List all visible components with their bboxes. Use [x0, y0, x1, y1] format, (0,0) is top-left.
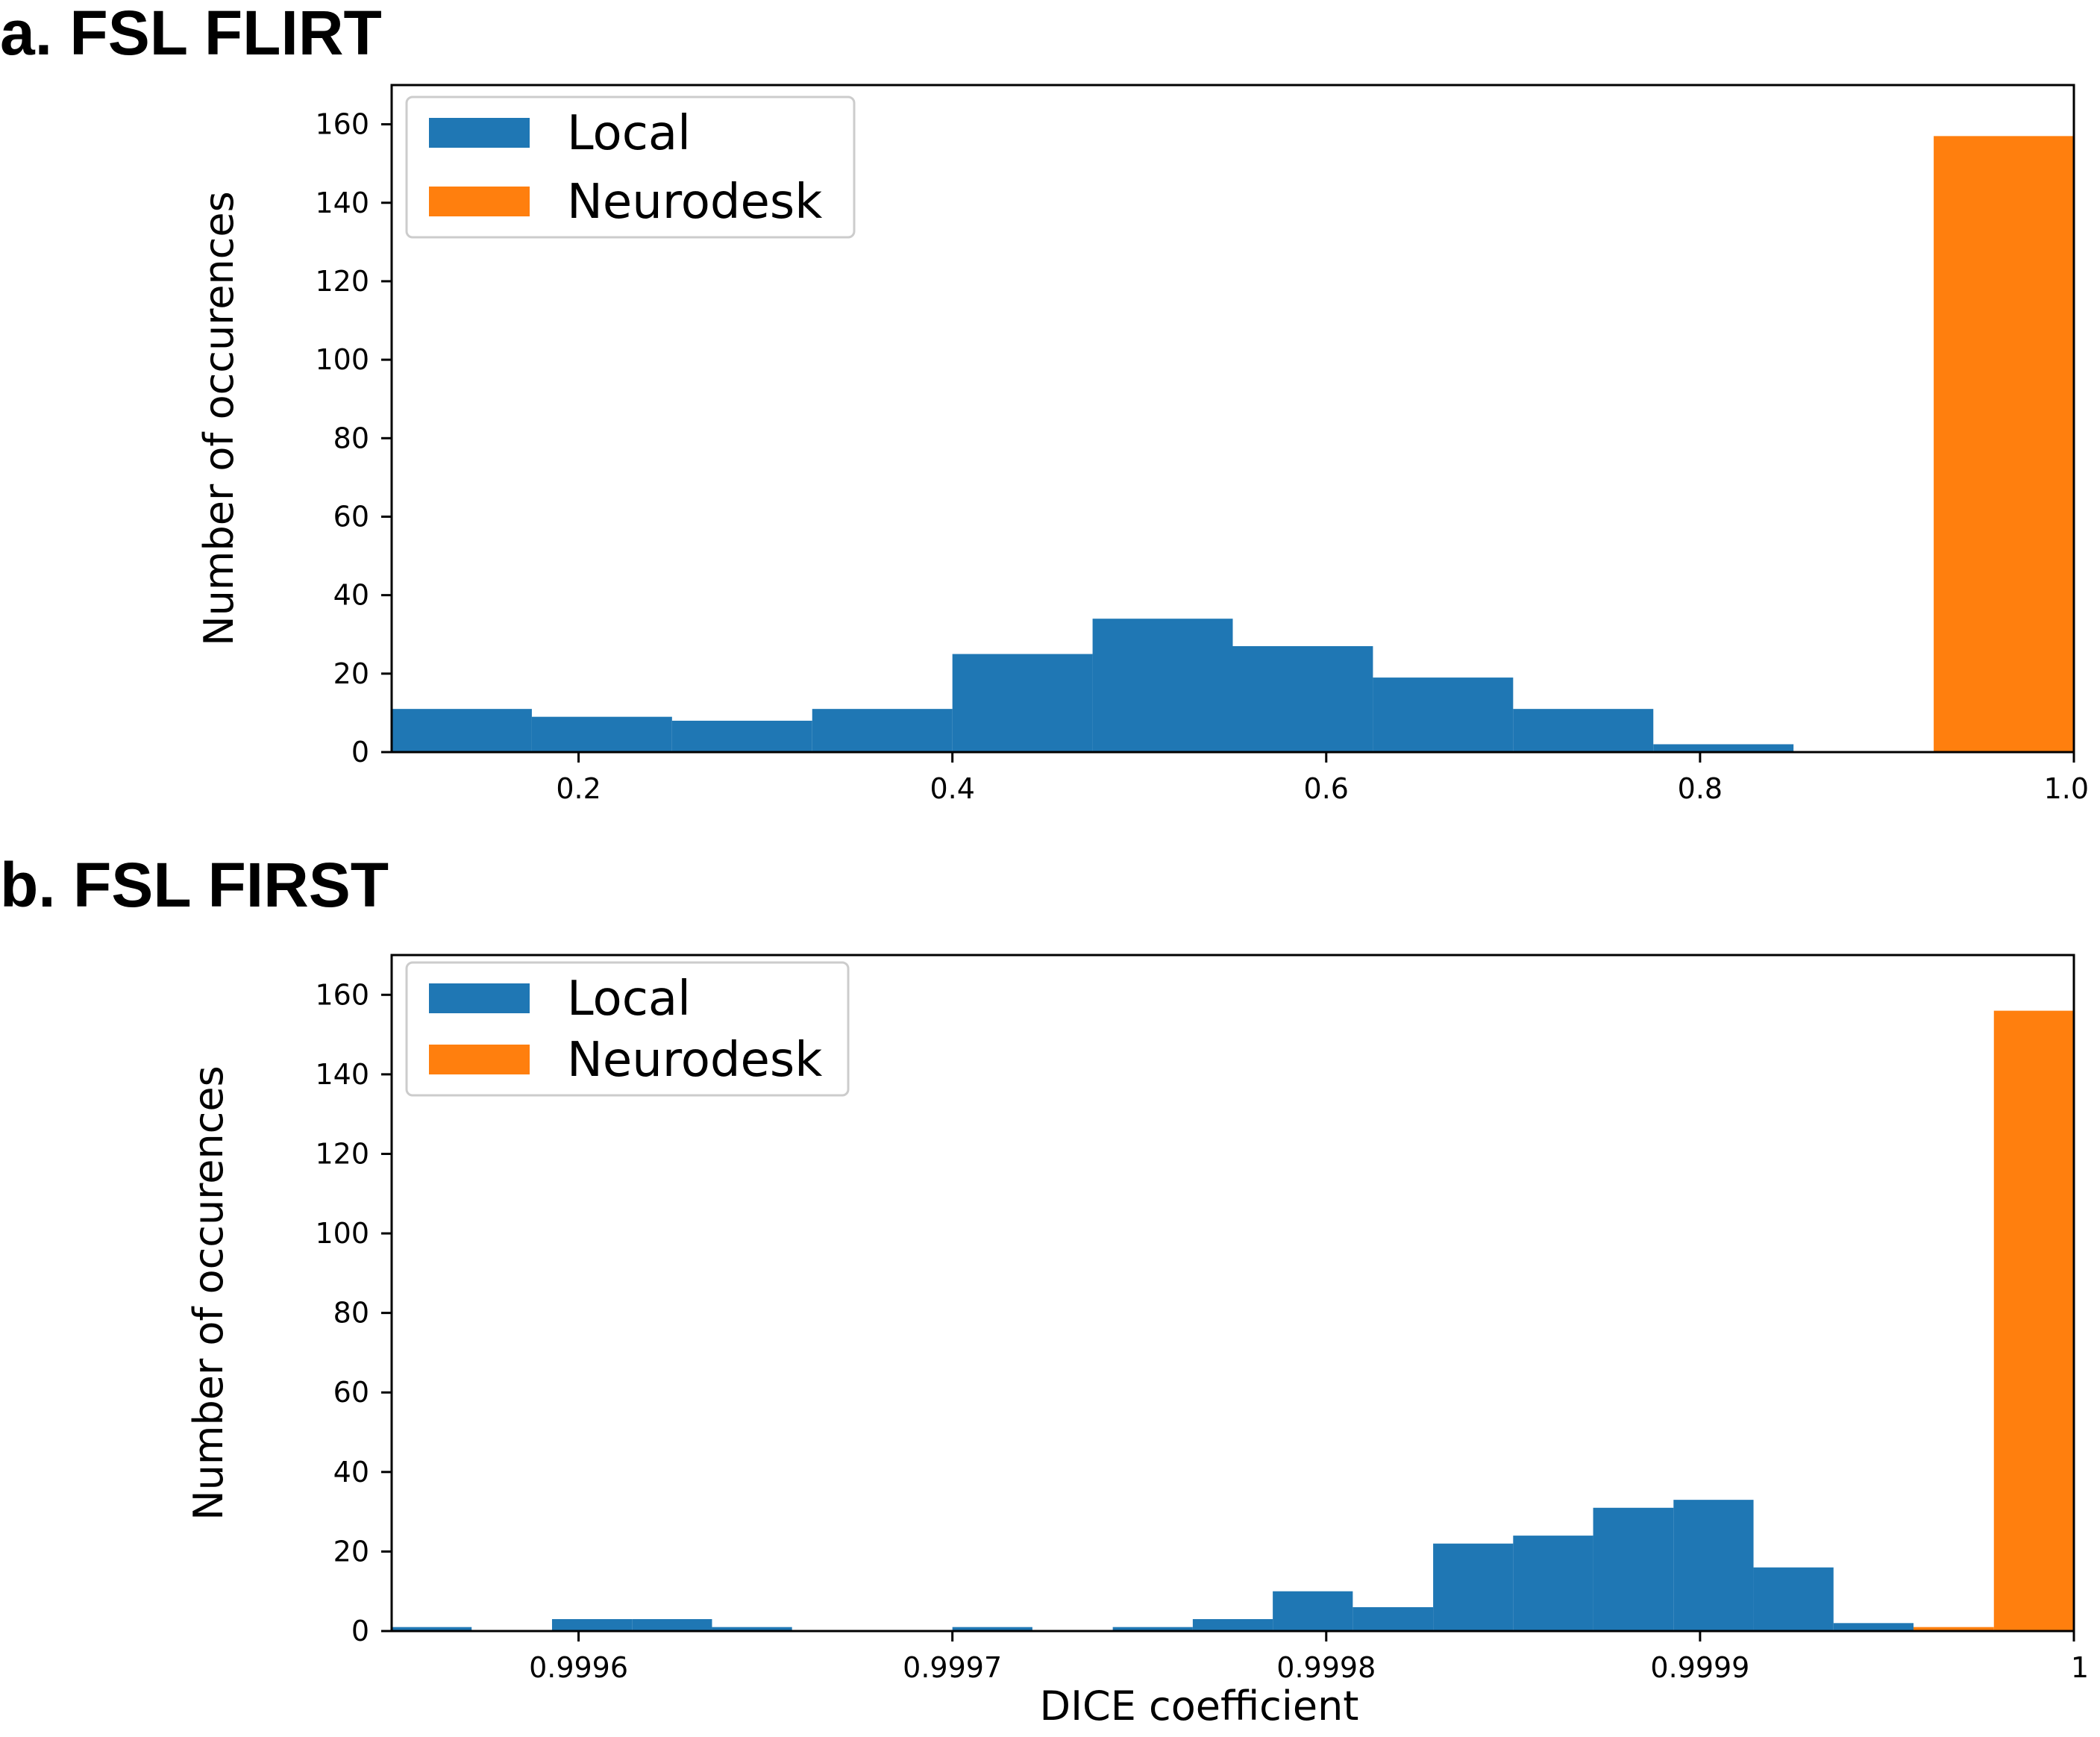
y-tick-label: 140: [315, 1058, 369, 1091]
legend-swatch-neurodesk: [429, 187, 530, 216]
y-tick-label: 20: [333, 657, 369, 690]
y-tick-label: 100: [315, 343, 369, 376]
legend-label-neurodesk: Neurodesk: [567, 1033, 822, 1088]
legend-label-neurodesk: Neurodesk: [567, 175, 822, 230]
bar-local-6: [1232, 646, 1373, 752]
legend-label-local: Local: [567, 971, 691, 1027]
y-tick-label: 120: [315, 265, 369, 298]
bar-neurodesk-1: [1993, 1010, 2074, 1631]
bar-local-7: [1373, 677, 1514, 752]
y-tick-label: 120: [315, 1137, 369, 1170]
bar-local-14: [1513, 1536, 1593, 1631]
y-tick-label: 0: [351, 1615, 369, 1647]
chart-first: 0 20 40 60 80 100 120 140 160 0.9996 0.9997 0.9998 0…: [185, 954, 2089, 1730]
bar-local-16: [1673, 1500, 1754, 1631]
bar-local-9: [1653, 744, 1794, 752]
bar-local-13: [1433, 1543, 1514, 1631]
x-tick-label: 0.9998: [1276, 1651, 1376, 1684]
legend-swatch-local: [429, 118, 530, 148]
y-tick-label: 40: [333, 579, 369, 612]
x-tick-label: 0.6: [1304, 772, 1349, 805]
plot-frame: [390, 954, 2075, 1633]
legend: Local Neurodesk: [405, 961, 850, 1097]
bar-local-17: [1753, 1567, 1834, 1631]
x-tick-label: 0.9999: [1650, 1651, 1749, 1684]
panel-a-title: a. FSL FLIRT: [0, 0, 382, 68]
bar-local-18: [1833, 1623, 1914, 1631]
bar-local-3: [632, 1619, 712, 1631]
y-axis-label: Number of occurences: [185, 1065, 232, 1520]
y-tick-label: 60: [333, 500, 369, 533]
bar-local-3: [812, 709, 953, 752]
bar-local-12: [1353, 1607, 1434, 1631]
y-axis-label: Number of occurences: [195, 191, 242, 645]
plot-frame: [390, 84, 2075, 754]
bar-local-9: [1112, 1627, 1193, 1631]
bar-local-4: [712, 1627, 792, 1631]
bar-local-7: [952, 1627, 1032, 1631]
legend-swatch-local: [429, 983, 530, 1013]
x-tick-label: 0.4: [930, 772, 974, 805]
legend: Local Neurodesk: [405, 96, 856, 239]
y-tick-label: 80: [333, 422, 369, 454]
bar-neurodesk-0: [1934, 136, 2074, 753]
y-tick-label: 160: [315, 978, 369, 1011]
y-tick-label: 100: [315, 1217, 369, 1250]
x-tick-label: 0.2: [556, 772, 601, 805]
y-tick-label: 40: [333, 1456, 369, 1489]
bar-local-1: [531, 716, 672, 752]
bar-local-4: [952, 654, 1093, 752]
y-tick-label: 140: [315, 187, 369, 219]
x-tick-label: 0.8: [1678, 772, 1723, 805]
x-tick-label: 1: [2071, 1651, 2089, 1684]
chart-flirt: 0 20 40 60 80 100 120 140 160 0.2 0.4 0.6 0.8 1.0 Numb…: [195, 84, 2089, 805]
legend-label-local: Local: [567, 106, 691, 161]
bar-local-0: [392, 709, 532, 752]
bar-local-0: [392, 1627, 472, 1631]
bar-local-2: [551, 1619, 633, 1631]
y-tick-label: 0: [351, 736, 369, 769]
y-tick-label: 60: [333, 1376, 369, 1409]
bar-local-2: [671, 720, 812, 752]
bar-neurodesk-0: [1913, 1627, 1994, 1631]
y-tick-label: 160: [315, 108, 369, 141]
x-tick-label: 0.9997: [903, 1651, 1002, 1684]
bar-local-5: [1092, 619, 1233, 752]
bar-local-11: [1273, 1591, 1353, 1631]
x-tick-label: 1.0: [2044, 772, 2089, 805]
y-tick-label: 80: [333, 1297, 369, 1330]
x-axis-label: DICE coefficient: [1040, 1683, 1359, 1730]
legend-swatch-neurodesk: [429, 1045, 530, 1074]
y-tick-label: 20: [333, 1535, 369, 1568]
bar-local-10: [1192, 1619, 1273, 1631]
bar-local-15: [1593, 1507, 1674, 1631]
x-tick-label: 0.9996: [529, 1651, 628, 1684]
panel-b-title: b. FSL FIRST: [0, 850, 389, 920]
bar-local-8: [1513, 709, 1654, 752]
